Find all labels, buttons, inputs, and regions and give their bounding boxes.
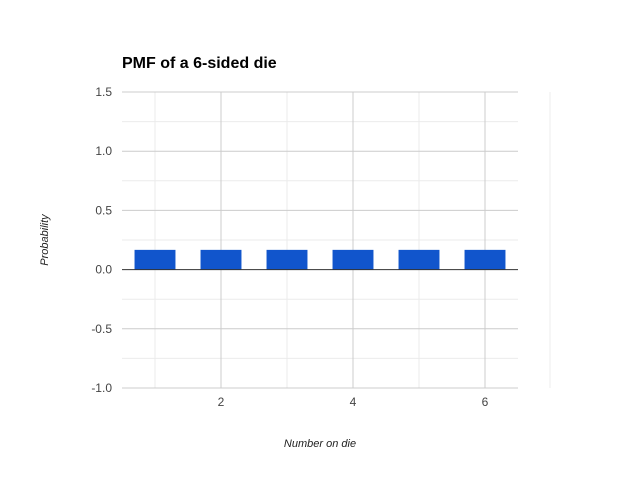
minor-gridlines [122,92,518,388]
bar-1 [134,249,176,270]
bar-4 [332,249,374,270]
y-tick-label: 1.5 [95,85,112,99]
chart-title: PMF of a 6-sided die [122,55,277,72]
bar-5 [398,249,440,270]
x-tick-label: 2 [218,395,225,409]
bars [134,249,506,270]
y-tick-label: 0.0 [95,263,112,277]
major-gridlines [122,91,518,389]
bar-6 [464,249,506,270]
x-tick-label: 4 [350,395,357,409]
y-tick-labels: -1.0 -0.5 0.0 0.5 1.0 1.5 [91,85,112,395]
x-tick-labels: 2 4 6 [218,395,489,409]
y-tick-label: -0.5 [91,322,112,336]
bar-2 [200,249,242,270]
y-tick-label: -1.0 [91,381,112,395]
x-axis-title: Number on die [284,438,356,450]
y-tick-label: 1.0 [95,144,112,158]
y-tick-label: 0.5 [95,203,112,217]
y-axis-title: Probability [39,213,51,266]
x-tick-label: 6 [482,395,489,409]
bar-3 [266,249,308,270]
